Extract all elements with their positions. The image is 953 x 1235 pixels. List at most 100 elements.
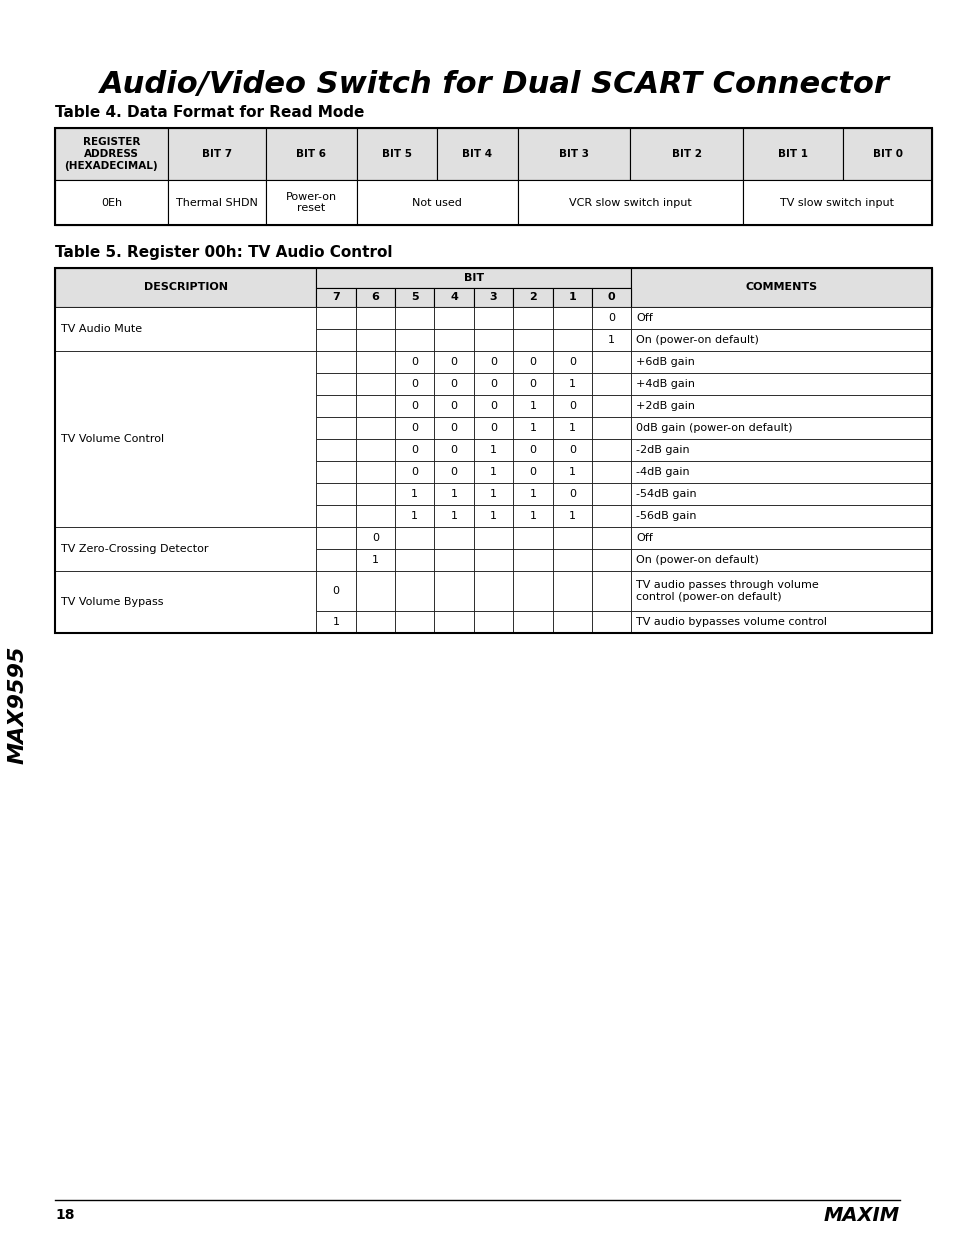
- Bar: [552, 461, 592, 483]
- Bar: [55, 308, 315, 351]
- Bar: [436, 128, 517, 180]
- Bar: [168, 180, 266, 225]
- Text: 2: 2: [529, 293, 537, 303]
- Bar: [592, 417, 631, 438]
- Bar: [355, 571, 395, 611]
- Bar: [395, 395, 434, 417]
- Text: 1: 1: [411, 489, 417, 499]
- Bar: [474, 611, 513, 634]
- Bar: [55, 128, 931, 225]
- Bar: [517, 180, 742, 225]
- Bar: [592, 483, 631, 505]
- Bar: [513, 329, 552, 351]
- Text: 0: 0: [568, 357, 576, 367]
- Text: 4: 4: [450, 293, 457, 303]
- Bar: [552, 611, 592, 634]
- Text: 0: 0: [568, 401, 576, 411]
- Bar: [513, 505, 552, 527]
- Bar: [474, 550, 513, 571]
- Bar: [513, 527, 552, 550]
- Bar: [474, 329, 513, 351]
- Bar: [513, 308, 552, 329]
- Bar: [552, 438, 592, 461]
- Bar: [631, 571, 931, 611]
- Bar: [474, 505, 513, 527]
- Text: 1: 1: [568, 379, 576, 389]
- Bar: [315, 483, 355, 505]
- Text: 1: 1: [568, 511, 576, 521]
- Bar: [592, 351, 631, 373]
- Bar: [631, 417, 931, 438]
- Bar: [395, 373, 434, 395]
- Bar: [474, 373, 513, 395]
- Text: 0: 0: [450, 357, 457, 367]
- Bar: [355, 395, 395, 417]
- Text: 18: 18: [55, 1208, 74, 1221]
- Text: 1: 1: [411, 511, 417, 521]
- Bar: [434, 288, 474, 308]
- Bar: [315, 527, 355, 550]
- Bar: [552, 483, 592, 505]
- Text: TV audio bypasses volume control: TV audio bypasses volume control: [636, 618, 826, 627]
- Text: TV audio passes through volume
control (power-on default): TV audio passes through volume control (…: [636, 580, 819, 601]
- Text: BIT 1: BIT 1: [778, 149, 807, 159]
- Bar: [395, 611, 434, 634]
- Bar: [513, 373, 552, 395]
- Bar: [355, 550, 395, 571]
- Text: 0: 0: [490, 424, 497, 433]
- Text: -4dB gain: -4dB gain: [636, 467, 689, 477]
- Text: BIT 2: BIT 2: [671, 149, 700, 159]
- Text: BIT 6: BIT 6: [296, 149, 326, 159]
- Text: 6: 6: [371, 293, 378, 303]
- Bar: [355, 527, 395, 550]
- Text: 0: 0: [450, 424, 457, 433]
- Text: Table 5. Register 00h: TV Audio Control: Table 5. Register 00h: TV Audio Control: [55, 245, 392, 261]
- Bar: [395, 571, 434, 611]
- Bar: [434, 351, 474, 373]
- Text: 7: 7: [332, 293, 339, 303]
- Bar: [434, 527, 474, 550]
- Text: Thermal SHDN: Thermal SHDN: [175, 198, 257, 207]
- Text: 1: 1: [529, 489, 536, 499]
- Text: TV Volume Control: TV Volume Control: [61, 433, 164, 445]
- Text: Table 4. Data Format for Read Mode: Table 4. Data Format for Read Mode: [55, 105, 364, 120]
- Bar: [592, 527, 631, 550]
- Bar: [552, 373, 592, 395]
- Bar: [842, 128, 931, 180]
- Bar: [434, 461, 474, 483]
- Bar: [55, 268, 931, 634]
- Text: Not used: Not used: [412, 198, 461, 207]
- Bar: [315, 438, 355, 461]
- Bar: [434, 505, 474, 527]
- Bar: [395, 438, 434, 461]
- Bar: [434, 417, 474, 438]
- Text: 0: 0: [411, 424, 417, 433]
- Text: 3: 3: [489, 293, 497, 303]
- Bar: [395, 329, 434, 351]
- Text: 1: 1: [490, 489, 497, 499]
- Bar: [315, 329, 355, 351]
- Text: 0: 0: [450, 467, 457, 477]
- Text: 1: 1: [608, 335, 615, 345]
- Bar: [631, 351, 931, 373]
- Text: 1: 1: [529, 511, 536, 521]
- Text: -56dB gain: -56dB gain: [636, 511, 697, 521]
- Bar: [592, 438, 631, 461]
- Bar: [434, 483, 474, 505]
- Text: -2dB gain: -2dB gain: [636, 445, 689, 454]
- Bar: [355, 483, 395, 505]
- Text: 1: 1: [450, 511, 457, 521]
- Text: TV Volume Bypass: TV Volume Bypass: [61, 597, 163, 606]
- Bar: [631, 505, 931, 527]
- Text: BIT 3: BIT 3: [558, 149, 588, 159]
- Bar: [474, 483, 513, 505]
- Bar: [592, 550, 631, 571]
- Bar: [395, 527, 434, 550]
- Bar: [395, 550, 434, 571]
- Text: 5: 5: [411, 293, 418, 303]
- Bar: [434, 550, 474, 571]
- Bar: [315, 571, 355, 611]
- Bar: [315, 268, 631, 288]
- Bar: [55, 351, 315, 527]
- Bar: [592, 395, 631, 417]
